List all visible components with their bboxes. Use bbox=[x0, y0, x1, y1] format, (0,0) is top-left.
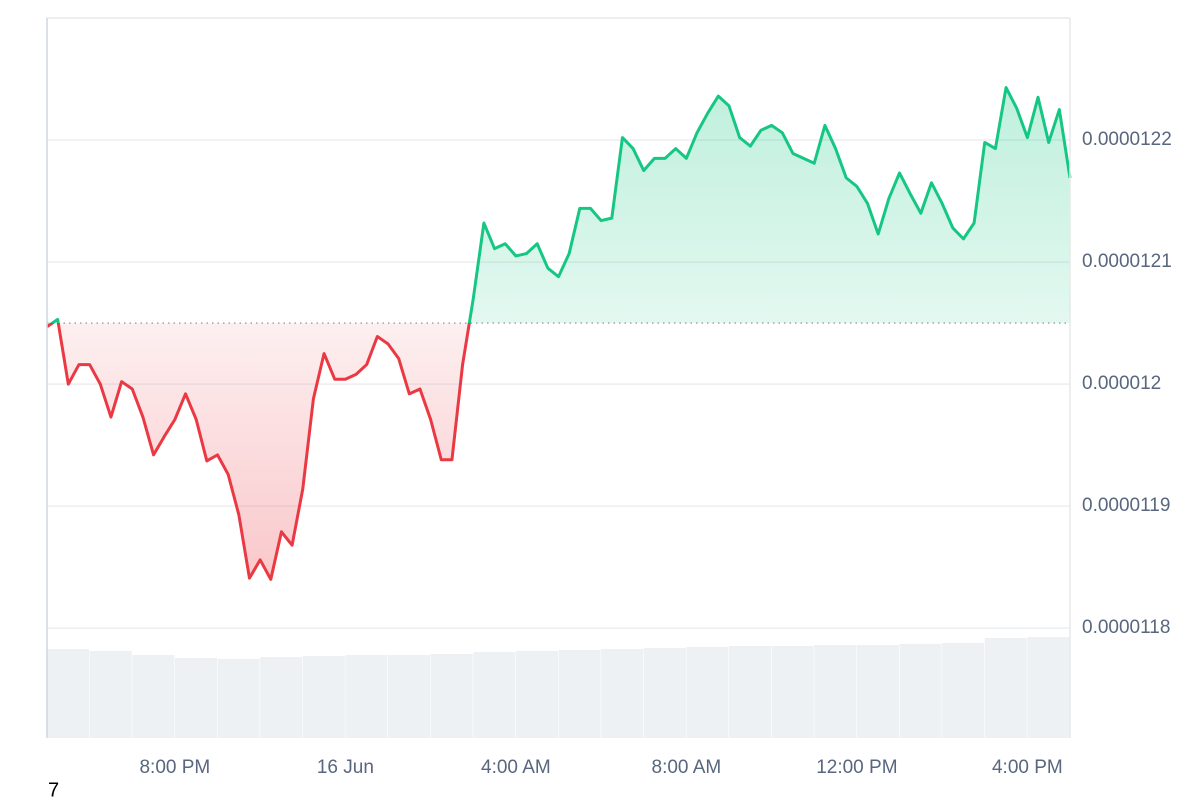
y-tick-label: 0.0000118 bbox=[1082, 617, 1170, 638]
volume-bar bbox=[89, 651, 132, 738]
volume-bar bbox=[132, 655, 175, 738]
volume-bar bbox=[856, 645, 899, 738]
volume-bar bbox=[515, 651, 558, 738]
volume-bar bbox=[814, 645, 857, 738]
volume-bar bbox=[984, 638, 1027, 738]
volume-bar bbox=[1027, 637, 1070, 738]
x-tick-label: 8:00 PM bbox=[139, 757, 210, 778]
volume-layer bbox=[47, 637, 1070, 738]
volume-bar bbox=[601, 649, 644, 738]
volume-bar bbox=[174, 658, 217, 738]
volume-bar bbox=[558, 650, 601, 738]
volume-bar bbox=[686, 647, 729, 738]
y-tick-label: 0.0000122 bbox=[1082, 129, 1172, 150]
volume-bar bbox=[430, 654, 473, 738]
plot-layer bbox=[46, 86, 1072, 581]
volume-bar bbox=[942, 643, 985, 738]
volume-bar bbox=[729, 646, 772, 738]
volume-bar bbox=[899, 644, 942, 738]
volume-bar bbox=[771, 646, 814, 738]
footer-text: 7 bbox=[48, 779, 59, 800]
x-tick-label: 16 Jun bbox=[317, 757, 374, 778]
volume-bar bbox=[260, 657, 303, 738]
y-tick-label: 0.0000121 bbox=[1082, 251, 1172, 272]
price-area bbox=[47, 87, 1070, 580]
volume-bar bbox=[388, 655, 431, 738]
volume-bar bbox=[302, 656, 345, 738]
x-tick-label: 4:00 PM bbox=[992, 757, 1063, 778]
x-tick-label: 4:00 AM bbox=[481, 757, 551, 778]
volume-bar bbox=[217, 659, 260, 738]
y-tick-label: 0.0000119 bbox=[1082, 495, 1170, 516]
price-line bbox=[46, 86, 1072, 581]
volume-bar bbox=[473, 652, 516, 738]
volume-bar bbox=[345, 655, 388, 738]
label-layer: 0.0000118 0.0000119 0.000012 0.0000121 0.000… bbox=[139, 129, 1171, 778]
volume-bar bbox=[643, 648, 686, 738]
x-tick-label: 8:00 AM bbox=[652, 757, 722, 778]
x-tick-label: 12:00 PM bbox=[816, 757, 897, 778]
y-tick-label: 0.000012 bbox=[1082, 373, 1161, 394]
volume-bar bbox=[47, 649, 90, 738]
